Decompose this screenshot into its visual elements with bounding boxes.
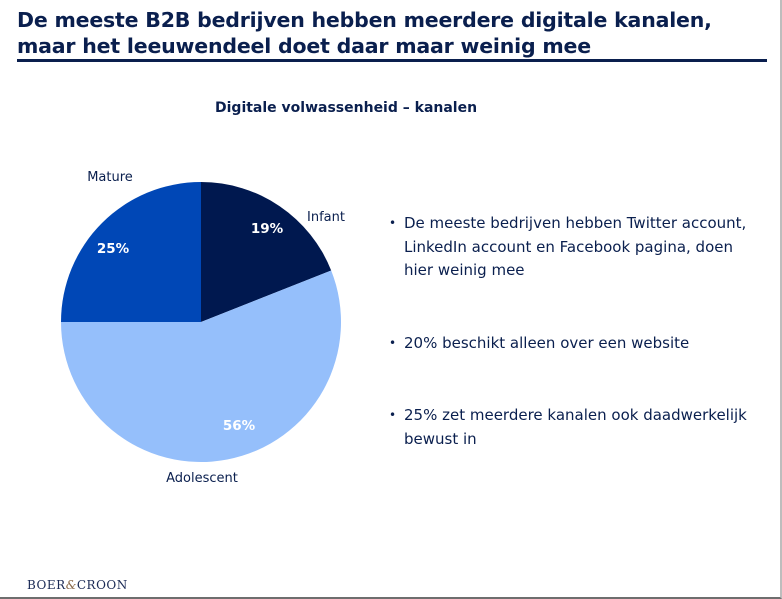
slide-title-line-1: De meeste B2B bedrijven hebben meerdere … bbox=[17, 8, 712, 32]
pie-category-label-adolescent: Adolescent bbox=[166, 471, 238, 486]
bullet-text: 20% beschikt alleen over een website bbox=[404, 333, 690, 352]
bullet-icon: • bbox=[389, 408, 397, 422]
bullet-icon: • bbox=[389, 216, 397, 230]
logo-left: BOER bbox=[27, 578, 66, 592]
bullet-item: • De meeste bedrijven hebben Twitter acc… bbox=[389, 212, 749, 283]
pie-slice-adolescent bbox=[61, 270, 341, 462]
company-logo: BOER&CROON bbox=[27, 578, 128, 592]
pie-category-label-mature: Mature bbox=[87, 170, 133, 185]
bullet-item: • 25% zet meerdere kanalen ook daadwerke… bbox=[389, 404, 749, 451]
pie-category-label-infant: Infant bbox=[307, 210, 345, 225]
logo-right: CROON bbox=[76, 578, 128, 592]
pie-value-label-adolescent: 56% bbox=[223, 418, 256, 434]
logo-ampersand: & bbox=[65, 578, 77, 592]
bullet-list: • De meeste bedrijven hebben Twitter acc… bbox=[389, 212, 749, 451]
bullet-text: 25% zet meerdere kanalen ook daadwerkeli… bbox=[404, 406, 747, 448]
pie-slice-mature bbox=[61, 182, 201, 322]
bullet-item: • 20% beschikt alleen over een website bbox=[389, 332, 749, 356]
bullet-text: De meeste bedrijven hebben Twitter accou… bbox=[404, 214, 747, 279]
bullet-icon: • bbox=[389, 335, 397, 350]
pie-value-label-infant: 19% bbox=[251, 221, 284, 237]
slide-title-line-2: maar het leeuwendeel doet daar maar wein… bbox=[17, 34, 591, 58]
pie-value-label-mature: 25% bbox=[97, 241, 130, 257]
title-divider bbox=[17, 59, 767, 62]
slide-title: De meeste B2B bedrijven hebben meerdere … bbox=[17, 7, 777, 59]
pie-slice-infant bbox=[201, 182, 332, 322]
chart-title: Digitale volwassenheid – kanalen bbox=[215, 100, 478, 116]
